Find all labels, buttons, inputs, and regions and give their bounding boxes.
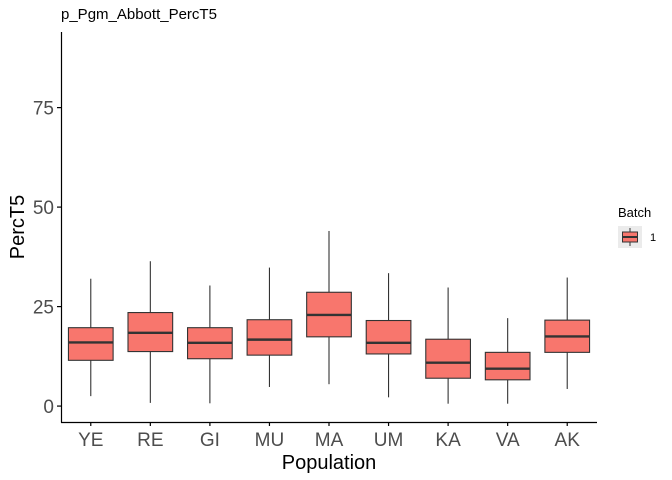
plot-boxes: [67, 230, 591, 404]
x-axis-title: Population: [282, 452, 377, 474]
chart-title: p_Pgm_Abbott_PercT5: [61, 6, 217, 23]
y-tick-label: 50: [33, 198, 54, 219]
box-ye: [67, 327, 114, 361]
legend-label: 1: [650, 232, 656, 244]
x-tick-label: YE: [78, 430, 103, 451]
y-tick-label: 0: [43, 397, 54, 418]
legend-title: Batch: [618, 205, 651, 220]
x-tick-label: MA: [315, 430, 344, 451]
box-va: [484, 351, 531, 381]
box-um: [365, 319, 412, 355]
y-axis-title: PercT5: [7, 195, 29, 259]
x-tick-label: RE: [137, 430, 163, 451]
y-tick-label: 75: [33, 99, 54, 120]
x-tick-label: UM: [374, 430, 404, 451]
y-axis-ticks: 0 25 50 75: [33, 99, 61, 418]
box-ka: [425, 338, 471, 379]
legend: Batch 1: [618, 205, 656, 248]
x-tick-label: AK: [555, 430, 581, 451]
x-axis-ticks: YE RE GI MU MA UM KA VA AK: [78, 422, 580, 451]
x-tick-label: VA: [496, 430, 520, 451]
x-tick-label: KA: [435, 430, 461, 451]
x-tick-label: MU: [255, 430, 285, 451]
y-tick-label: 25: [33, 298, 54, 319]
x-tick-label: GI: [200, 430, 220, 451]
box-mu: [246, 319, 293, 356]
